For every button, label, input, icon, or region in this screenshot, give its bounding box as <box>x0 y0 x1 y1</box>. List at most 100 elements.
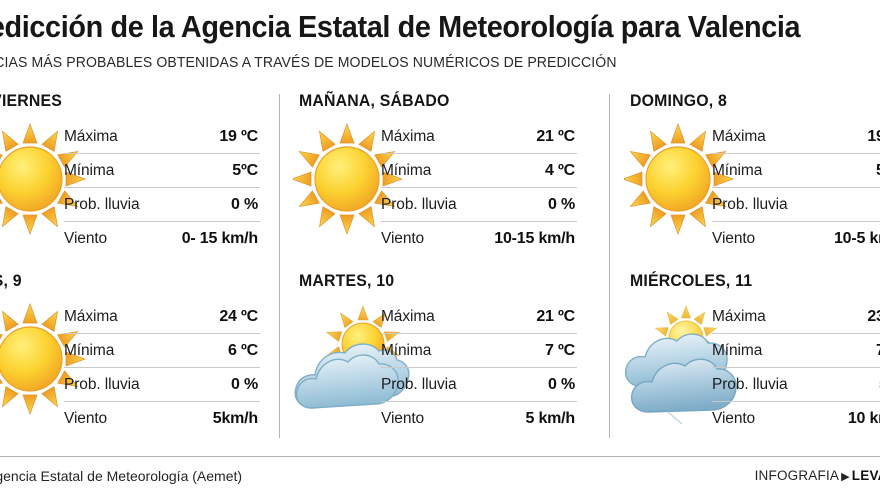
row-value: 5 km/h <box>525 409 576 427</box>
row-value: 0- 15 km/h <box>181 229 258 247</box>
row-label: Viento <box>381 409 425 427</box>
row-label: Viento <box>64 409 108 427</box>
forecast-card: MARTES, 10 <box>294 270 577 442</box>
forecast-table: Máxima 21 ºC Mínima 4 ºC Prob. lluvia 0 … <box>381 120 577 255</box>
row-value: 0 % <box>548 375 575 393</box>
row-label: Prob. lluvia <box>381 375 457 393</box>
table-row: Prob. lluvia 0% <box>712 187 880 221</box>
row-label: Mínima <box>381 161 432 179</box>
row-label: Máxima <box>381 307 435 325</box>
row-value: 7 ºC <box>876 342 880 360</box>
table-row: Prob. lluvia 5 % <box>712 367 880 401</box>
forecast-day-title: MIÉRCOLES, 11 <box>630 272 753 290</box>
table-row: Máxima 23 ºC <box>712 300 880 333</box>
forecast-table: Máxima 19 ºC Mínima 5 ºC Prob. lluvia 0%… <box>712 120 880 255</box>
table-row: Prob. lluvia 0 % <box>64 367 260 401</box>
infographic-header: redicción de la Agencia Estatal de Meteo… <box>0 0 880 86</box>
row-label: Máxima <box>64 307 118 325</box>
row-value: 10-5 km/h <box>833 229 880 247</box>
forecast-grid: , VIERNES <box>0 90 880 445</box>
row-value: 19 ºC <box>867 127 880 145</box>
infographic-footer: Agencia Estatal de Meteorología (Aemet) … <box>0 466 880 494</box>
forecast-table: Máxima 23 ºC Mínima 7 ºC Prob. lluvia 5 … <box>712 300 880 435</box>
table-row: Prob. lluvia 0 % <box>64 187 260 221</box>
row-value: 5ºC <box>232 161 258 179</box>
row-value: 10 km/h <box>847 409 880 427</box>
row-value: 21 ºC <box>536 127 575 145</box>
row-value: 0 % <box>548 195 575 213</box>
credit-label: INFOGRAFIA <box>754 468 840 483</box>
forecast-day-title: , VIERNES <box>0 92 63 110</box>
row-value: 0 % <box>231 375 258 393</box>
row-label: Prob. lluvia <box>712 375 788 393</box>
row-value: 4 ºC <box>545 161 575 179</box>
row-label: Prob. lluvia <box>381 195 457 213</box>
page-title: redicción de la Agencia Estatal de Meteo… <box>0 9 801 44</box>
table-row: Viento 0- 15 km/h <box>64 221 260 255</box>
table-row: Mínima 6 ºC <box>64 333 260 367</box>
forecast-day-title: DOMINGO, 8 <box>630 92 727 110</box>
forecast-table: Máxima 19 ºC Mínima 5ºC Prob. lluvia 0 %… <box>64 120 260 255</box>
sun-icon <box>293 120 405 248</box>
row-value: 5km/h <box>212 409 258 427</box>
forecast-day-title: ES, 9 <box>0 272 22 290</box>
row-label: Prob. lluvia <box>64 375 140 393</box>
sun-icon <box>0 120 88 248</box>
row-label: Mínima <box>64 341 115 359</box>
table-row: Mínima 4 ºC <box>381 153 577 187</box>
forecast-card: MIÉRCOLES, 11 <box>624 270 880 442</box>
table-row: Viento 10-5 km/h <box>712 221 880 255</box>
table-row: Máxima 19 ºC <box>64 120 260 153</box>
row-label: Mínima <box>712 161 763 179</box>
infographic-credit: INFOGRAFIA▶LEVANT <box>755 468 880 483</box>
table-row: Prob. lluvia 0 % <box>381 367 577 401</box>
row-label: Prob. lluvia <box>712 195 788 213</box>
row-label: Mínima <box>381 341 432 359</box>
forecast-card: ES, 9 <box>0 270 260 442</box>
row-label: Mínima <box>712 341 763 359</box>
table-row: Viento 10-15 km/h <box>381 221 577 255</box>
row-label: Viento <box>381 229 425 247</box>
row-value: 0 % <box>231 195 258 213</box>
column-divider <box>279 94 280 438</box>
table-row: Viento 10 km/h <box>712 401 880 435</box>
forecast-card: MAÑANA, SÁBADO <box>293 90 577 262</box>
sun-behind-two-clouds-icon <box>624 300 737 428</box>
table-row: Máxima 24 ºC <box>64 300 260 333</box>
sun-icon <box>0 300 88 428</box>
table-row: Viento 5 km/h <box>381 401 577 435</box>
table-row: Mínima 5ºC <box>64 153 260 187</box>
row-value: 10-15 km/h <box>494 229 575 247</box>
forecast-card: DOMINGO, 8 <box>624 90 880 262</box>
row-value: 19 ºC <box>219 127 258 145</box>
forecast-card: , VIERNES <box>0 90 260 262</box>
row-value: 23 ºC <box>867 307 880 325</box>
sun-behind-cloud-icon <box>293 300 410 428</box>
forecast-table: Máxima 21 ºC Mínima 7 ºC Prob. lluvia 0 … <box>381 300 577 435</box>
row-label: Prob. lluvia <box>64 195 140 213</box>
source-credit: Agencia Estatal de Meteorología (Aemet) <box>0 468 243 484</box>
table-row: Máxima 21 ºC <box>381 120 577 153</box>
table-row: Máxima 21 ºC <box>381 300 577 333</box>
table-row: Mínima 7 ºC <box>712 333 880 367</box>
row-label: Máxima <box>712 307 766 325</box>
table-row: Viento 5km/h <box>64 401 260 435</box>
table-row: Prob. lluvia 0 % <box>381 187 577 221</box>
sun-icon <box>624 120 736 248</box>
row-value: 24 ºC <box>219 307 258 325</box>
page-subtitle: NCIAS MÁS PROBABLES OBTENIDAS A TRAVÉS D… <box>0 55 617 71</box>
play-arrow-icon: ▶ <box>841 471 850 483</box>
row-label: Viento <box>64 229 108 247</box>
row-label: Viento <box>712 229 756 247</box>
forecast-day-title: MAÑANA, SÁBADO <box>299 92 450 110</box>
footer-divider <box>0 456 880 457</box>
row-label: Máxima <box>712 127 766 145</box>
row-label: Máxima <box>64 127 118 145</box>
table-row: Mínima 7 ºC <box>381 333 577 367</box>
row-value: 5 ºC <box>876 162 880 180</box>
forecast-table: Máxima 24 ºC Mínima 6 ºC Prob. lluvia 0 … <box>64 300 260 435</box>
table-row: Máxima 19 ºC <box>712 120 880 153</box>
column-divider <box>609 94 610 438</box>
row-label: Viento <box>712 409 756 427</box>
row-label: Máxima <box>381 127 435 145</box>
